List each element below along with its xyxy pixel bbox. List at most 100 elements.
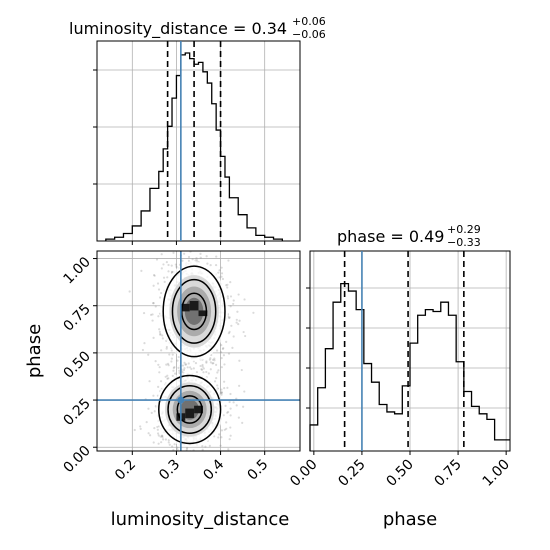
panel-2d-frame xyxy=(96,250,301,452)
scatter-point xyxy=(226,283,229,286)
scatter-point xyxy=(157,315,160,318)
scatter-point xyxy=(235,318,238,321)
scatter-point xyxy=(157,385,160,389)
scatter-point xyxy=(216,371,219,374)
scatter-point xyxy=(168,353,171,356)
title-phase: phase = 0.49 xyxy=(337,227,444,246)
scatter-point xyxy=(228,400,231,404)
scatter-point xyxy=(220,357,223,360)
scatter-point xyxy=(235,404,238,407)
title-phase-value: 0.49 xyxy=(409,227,445,246)
scatter-point xyxy=(166,362,170,365)
title-phase-label: phase xyxy=(337,227,385,246)
density-cell xyxy=(194,405,203,414)
scatter-point xyxy=(220,391,223,395)
scatter-point xyxy=(243,298,246,301)
scatter-point xyxy=(157,434,160,437)
title-phase-minus: −0.33 xyxy=(447,236,481,249)
scatter-point xyxy=(153,274,156,277)
scatter-point xyxy=(241,421,244,424)
scatter-point xyxy=(226,295,229,298)
scatter-point xyxy=(158,246,160,248)
title-ld-value: 0.34 xyxy=(251,19,287,38)
scatter-point xyxy=(229,414,232,417)
scatter-point xyxy=(183,361,186,364)
scatter-point xyxy=(147,353,150,356)
scatter-point xyxy=(215,377,218,380)
scatter-point xyxy=(235,397,238,400)
scatter-point xyxy=(158,328,161,331)
scatter-point xyxy=(240,368,243,372)
scatter-point xyxy=(165,347,168,350)
scatter-point xyxy=(167,263,170,267)
scatter-point xyxy=(200,368,204,371)
scatter-point xyxy=(170,349,173,352)
xlabel-luminosity-distance: luminosity_distance xyxy=(111,509,290,530)
scatter-point xyxy=(225,421,228,424)
scatter-point xyxy=(139,425,142,428)
scatter-point xyxy=(228,316,231,319)
scatter-point xyxy=(185,446,189,450)
phase-x-tick-label: 0.75 xyxy=(432,457,465,490)
scatter-point xyxy=(154,360,157,363)
scatter-point xyxy=(209,361,212,364)
scatter-point xyxy=(167,270,170,273)
xlabel-phase: phase xyxy=(383,509,437,530)
scatter-point xyxy=(213,380,217,383)
scatter-point xyxy=(186,247,188,249)
scatter-point xyxy=(222,346,225,350)
scatter-point xyxy=(167,364,170,367)
scatter-point xyxy=(218,433,221,436)
scatter-point xyxy=(158,296,162,299)
scatter-point xyxy=(162,276,166,279)
scatter-point xyxy=(165,345,168,349)
scatter-point xyxy=(199,252,202,256)
scatter-point xyxy=(210,222,212,224)
scatter-point xyxy=(211,358,215,361)
scatter-point xyxy=(180,456,182,458)
scatter-point xyxy=(152,273,156,277)
scatter-point xyxy=(157,363,160,366)
scatter-point xyxy=(152,301,155,305)
scatter-point xyxy=(204,445,207,448)
scatter-point xyxy=(228,330,231,333)
phase-y-tick-label: 0.75 xyxy=(60,301,93,334)
phase-x-tick-label: 0.25 xyxy=(335,457,368,490)
scatter-point xyxy=(194,362,198,365)
scatter-point xyxy=(212,454,214,456)
scatter-point xyxy=(176,448,179,451)
scatter-point xyxy=(226,411,229,414)
scatter-point xyxy=(170,360,173,363)
scatter-point xyxy=(187,362,190,365)
scatter-point xyxy=(189,461,191,463)
scatter-point xyxy=(211,362,214,365)
scatter-point xyxy=(128,290,131,293)
scatter-point xyxy=(156,432,160,435)
scatter-point xyxy=(171,374,174,378)
scatter-point xyxy=(238,319,241,322)
scatter-point xyxy=(162,438,165,441)
ld-hist-frame xyxy=(96,40,301,242)
scatter-point xyxy=(218,269,221,272)
scatter-point xyxy=(181,364,185,367)
scatter-point xyxy=(237,416,240,419)
scatter-point xyxy=(183,252,186,255)
scatter-point xyxy=(243,390,246,393)
scatter-point xyxy=(191,258,194,261)
scatter-point xyxy=(172,251,175,254)
scatter-point xyxy=(159,333,162,336)
phase-y-tick-label: 0.50 xyxy=(60,348,93,381)
scatter-point xyxy=(200,368,203,371)
scatter-point xyxy=(229,426,232,429)
scatter-point xyxy=(156,282,160,285)
scatter-point xyxy=(214,263,218,267)
scatter-point xyxy=(200,453,202,455)
scatter-point xyxy=(201,365,204,368)
scatter-point xyxy=(230,324,233,327)
scatter-point xyxy=(220,272,224,275)
scatter-point xyxy=(152,441,155,444)
title-ld-minus: −0.06 xyxy=(292,28,326,41)
scatter-point xyxy=(199,452,201,454)
scatter-point xyxy=(186,366,189,369)
